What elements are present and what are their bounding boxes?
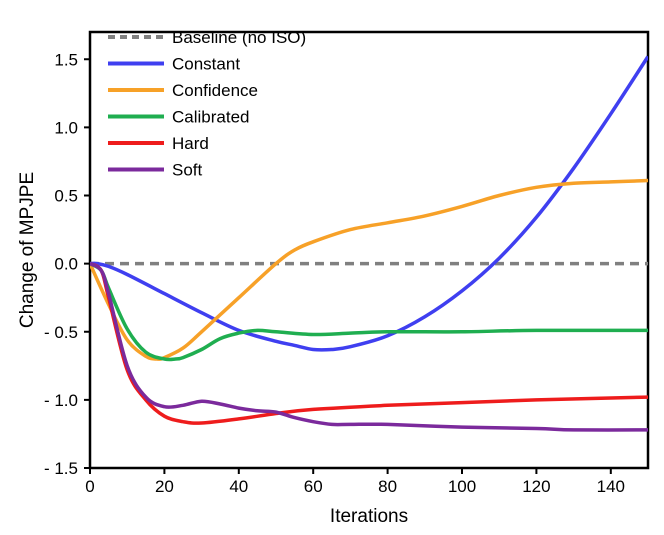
series-line-constant: [90, 55, 648, 352]
legend-label: Hard: [172, 134, 209, 153]
x-tick-label: 0: [85, 477, 94, 496]
x-tick-label: 60: [304, 477, 323, 496]
x-tick-label: 140: [597, 477, 625, 496]
series-layer: [90, 55, 648, 432]
legend-label: Constant: [172, 55, 240, 74]
y-tick-label: 0.0: [54, 255, 78, 274]
legend-label: Soft: [172, 161, 203, 180]
y-tick-label: 1.0: [54, 118, 78, 137]
series-line-calibrated: [90, 262, 648, 362]
series-line-confidence: [90, 178, 648, 361]
x-tick-label: 100: [448, 477, 476, 496]
y-axis-title: Change of MPJPE: [17, 172, 38, 328]
legend-label: Calibrated: [172, 108, 250, 127]
y-tick-label: 1.5: [54, 50, 78, 69]
legend: Baseline (no ISO) Constant Confidence Calib…: [108, 28, 306, 180]
y-tick-label: - 1.5: [44, 459, 78, 478]
x-tick-label: 80: [378, 477, 397, 496]
x-tick-label: 20: [155, 477, 174, 496]
y-tick-label: - 1.0: [44, 391, 78, 410]
series-line-soft: [90, 262, 648, 432]
legend-label: Confidence: [172, 81, 258, 100]
x-tick-label: 120: [522, 477, 550, 496]
y-tick-label: - 0.5: [44, 323, 78, 342]
x-tick-label: 40: [229, 477, 248, 496]
tick-layer: 0 20 40 60 80 100 120 140 1.5 1.0 0.5 0.0 - 0.5 - 1.0…: [44, 50, 625, 496]
legend-label: Baseline (no ISO): [172, 28, 306, 47]
y-tick-label: 0.5: [54, 187, 78, 206]
x-axis-title: Iterations: [330, 506, 408, 527]
plot-frame: [88, 30, 650, 470]
plot-area: 0 20 40 60 80 100 120 140 1.5 1.0 0.5 0.0 - 0.5 - 1.0…: [44, 30, 650, 496]
